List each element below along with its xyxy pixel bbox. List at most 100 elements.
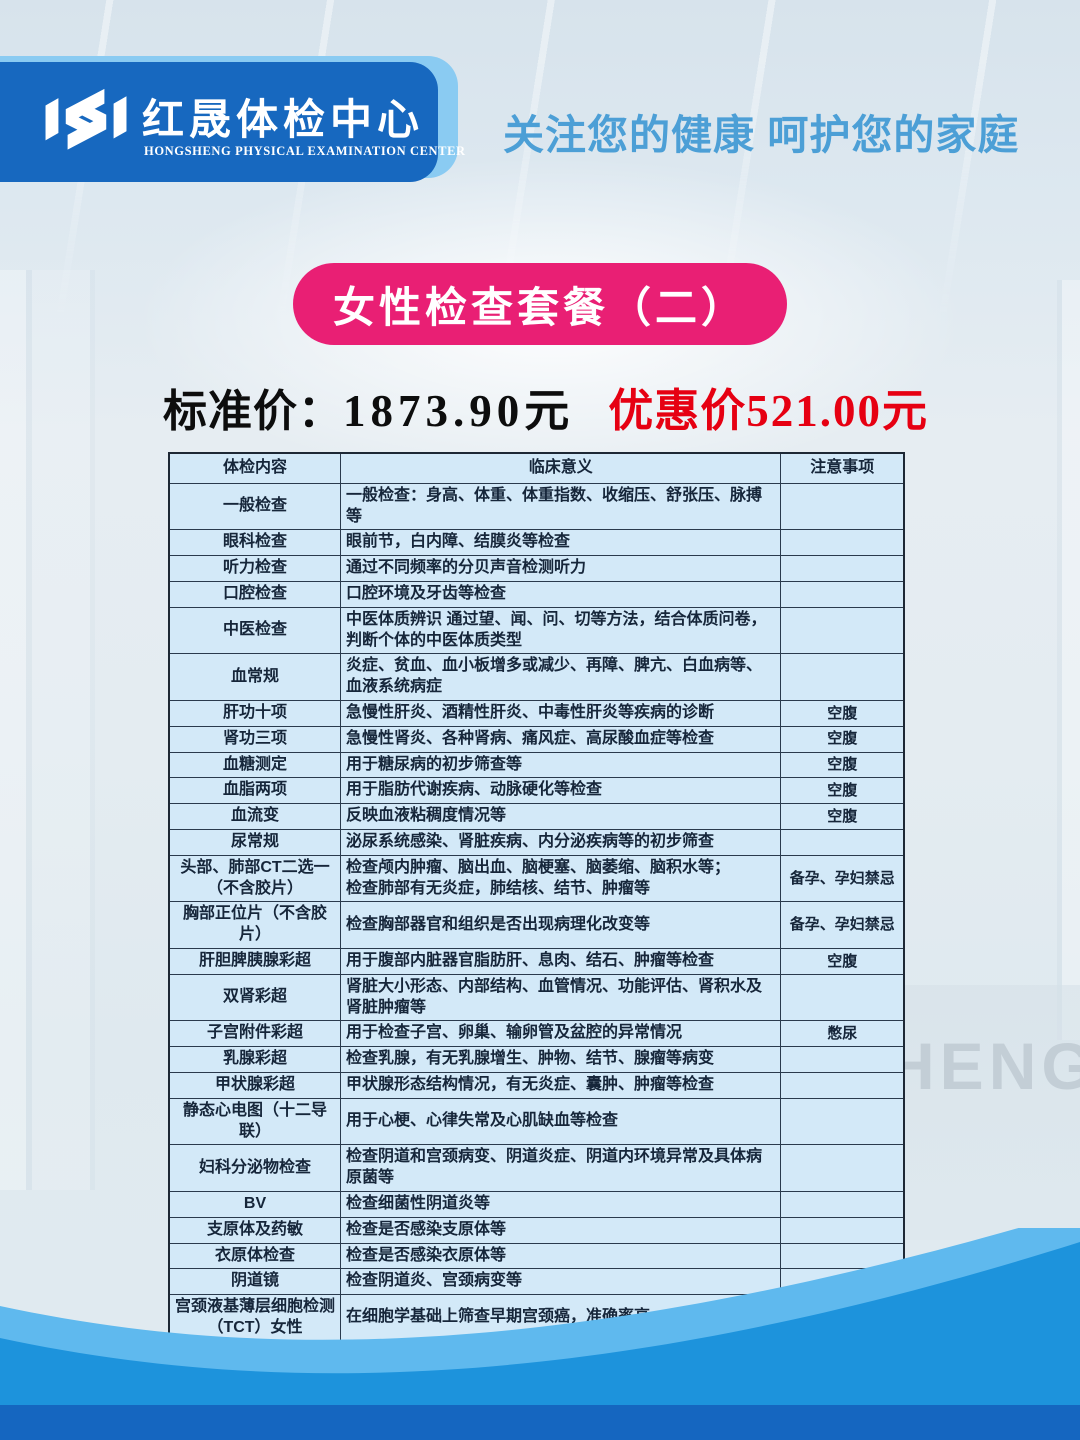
- table-row: 妇科分泌物检查 检查阴道和宫颈病变、阴道炎症、阴道内环境异常及具体病原菌等: [168, 1144, 905, 1192]
- table-row: 双肾彩超 肾脏大小形态、内部结构、血管情况、功能评估、肾积水及肾脏肿瘤等: [168, 973, 905, 1022]
- exam-item-cell: 胸部正位片（不含胶片）: [168, 901, 342, 949]
- meaning-cell: 通过不同频率的分贝声音检测听力: [340, 555, 782, 582]
- meaning-cell: 用于检查子宫、卵巢、输卵管及盆腔的异常情况: [340, 1020, 782, 1048]
- exam-item-cell: 支原体及药敏: [168, 1216, 342, 1244]
- meaning-cell: 急慢性肝炎、酒精性肝炎、中毒性肝炎等疾病的诊断: [340, 699, 782, 727]
- exam-table: 体检内容 临床意义 注意事项 一般检查 一般检查：身高、体重、体重指数、收缩压、…: [168, 452, 905, 1440]
- exam-item-cell: 肾功三项: [168, 725, 342, 753]
- note-cell: 空腹: [780, 751, 905, 779]
- note-cell: 空腹: [780, 947, 905, 975]
- exam-item-cell: 子宫附件彩超: [168, 1020, 342, 1048]
- package-title-banner: 女性检查套餐（二）: [293, 263, 787, 345]
- meaning-cell: 甲状腺形态结构情况，有无炎症、囊肿、肿瘤等检查: [340, 1071, 782, 1099]
- hexagon-s-logo-icon: [45, 88, 127, 150]
- table-row: 胸部正位片（不含胶片） 检查胸部器官和组织是否出现病理化改变等 备孕、孕妇禁忌: [168, 901, 905, 949]
- note-cell: [780, 1190, 905, 1218]
- exam-item-cell: 一般检查: [168, 482, 342, 531]
- table-row: 子宫附件彩超 用于检查子宫、卵巢、输卵管及盆腔的异常情况 憋尿: [168, 1020, 905, 1048]
- note-cell: 备孕、孕妇禁忌: [780, 854, 905, 903]
- table-row: 阴道镜 检查阴道炎、宫颈病变等: [168, 1268, 905, 1296]
- meaning-cell: 检查是否感染支原体等: [340, 1216, 782, 1244]
- table-row: 尿常规 泌尿系统感染、肾脏疾病、内分泌疾病等的初步筛查: [168, 828, 905, 856]
- slogan-text: 关注您的健康 呵护您的家庭: [503, 112, 1020, 158]
- meaning-cell: 检查阴道和宫颈病变、阴道炎症、阴道内环境异常及具体病原菌等: [340, 1144, 782, 1192]
- meaning-cell: 中医体质辨识 通过望、闻、问、切等方法，结合体质问卷，判断个体的中医体质类型: [340, 606, 782, 655]
- table-row: 中医检查 中医体质辨识 通过望、闻、问、切等方法，结合体质问卷，判断个体的中医体…: [168, 606, 905, 655]
- meaning-cell: 急慢性肾炎、各种肾病、痛风症、高尿酸血症等检查: [340, 725, 782, 753]
- table-row: BV 检查细菌性阴道炎等: [168, 1190, 905, 1218]
- meaning-cell: 一般检查：身高、体重、体重指数、收缩压、舒张压、脉搏等: [340, 482, 782, 531]
- bottom-wave-graphic: [0, 1228, 1080, 1440]
- note-cell: [780, 1071, 905, 1099]
- note-cell: [780, 606, 905, 655]
- meaning-cell: 检查颅内肿瘤、脑出血、脑梗塞、脑萎缩、脑积水等； 检查肺部有无炎症，肺结核、结节…: [340, 854, 782, 903]
- table-row: 静态心电图（十二导联） 用于心梗、心律失常及心肌缺血等检查: [168, 1097, 905, 1146]
- exam-item-cell: 听力检查: [168, 555, 342, 582]
- table-row: 血糖测定 用于糖尿病的初步筛查等 空腹: [168, 751, 905, 779]
- meaning-cell: 炎症、贫血、血小板增多或减少、再障、脾亢、白血病等、血液系统病症: [340, 653, 782, 701]
- exam-item-cell: 血糖测定: [168, 751, 342, 779]
- exam-item-cell: 双肾彩超: [168, 973, 342, 1022]
- exam-item-cell: 静态心电图（十二导联）: [168, 1097, 342, 1146]
- table-row: 口腔检查 口腔环境及牙齿等检查: [168, 580, 905, 608]
- table-row: 一般检查 一般检查：身高、体重、体重指数、收缩压、舒张压、脉搏等: [168, 482, 905, 531]
- note-cell: [780, 1046, 905, 1073]
- col-header-item: 体检内容: [168, 452, 342, 484]
- exam-item-cell: 肝胆脾胰腺彩超: [168, 947, 342, 975]
- note-cell: 憋尿: [780, 1020, 905, 1048]
- note-cell: 空腹: [780, 803, 905, 830]
- table-row: 肾功三项 急慢性肾炎、各种肾病、痛风症、高尿酸血症等检查 空腹: [168, 725, 905, 753]
- note-cell: [780, 828, 905, 856]
- table-row: 甲状腺彩超 甲状腺形态结构情况，有无炎症、囊肿、肿瘤等检查: [168, 1071, 905, 1099]
- table-row: 肝胆脾胰腺彩超 用于腹部内脏器官脂肪肝、息肉、结石、肿瘤等检查 空腹: [168, 947, 905, 975]
- table-row: 肝功十项 急慢性肝炎、酒精性肝炎、中毒性肝炎等疾病的诊断 空腹: [168, 699, 905, 727]
- exam-item-cell: 阴道镜: [168, 1268, 342, 1296]
- note-cell: 空腹: [780, 777, 905, 805]
- exam-item-cell: 妇科分泌物检查: [168, 1144, 342, 1192]
- exam-item-cell: 甲状腺彩超: [168, 1071, 342, 1099]
- brand-name-cn: 红晟体检中心: [142, 98, 425, 144]
- standard-price-value: 1873.90元: [343, 386, 575, 436]
- table-row: 头部、肺部CT二选一 （不含胶片） 检查颅内肿瘤、脑出血、脑梗塞、脑萎缩、脑积水…: [168, 854, 905, 903]
- table-row: 眼科检查 眼前节，白内障、结膜炎等检查: [168, 529, 905, 557]
- brand-name-en: HONGSHENG PHYSICAL EXAMINATION CENTER: [144, 144, 466, 158]
- meaning-cell: 检查乳腺，有无乳腺增生、肿物、结节、腺瘤等病变: [340, 1046, 782, 1073]
- exam-item-cell: 尿常规: [168, 828, 342, 856]
- table-row: 血流变 反映血液粘稠度情况等 空腹: [168, 803, 905, 830]
- table-row: 血常规 炎症、贫血、血小板增多或减少、再障、脾亢、白血病等、血液系统病症: [168, 653, 905, 701]
- note-cell: [780, 1216, 905, 1244]
- meaning-cell: 检查阴道炎、宫颈病变等: [340, 1268, 782, 1296]
- exam-item-cell: 血脂两项: [168, 777, 342, 805]
- note-cell: [780, 482, 905, 531]
- price-line: 标准价： 1873.90元 优惠价 521.00元: [163, 374, 929, 439]
- table-row: 支原体及药敏 检查是否感染支原体等: [168, 1216, 905, 1244]
- meaning-cell: 反映血液粘稠度情况等: [340, 803, 782, 830]
- meaning-cell: 肾脏大小形态、内部结构、血管情况、功能评估、肾积水及肾脏肿瘤等: [340, 973, 782, 1022]
- exam-item-cell: 中医检查: [168, 606, 342, 655]
- table-row: 听力检查 通过不同频率的分贝声音检测听力: [168, 555, 905, 582]
- meaning-cell: 用于脂肪代谢疾病、动脉硬化等检查: [340, 777, 782, 805]
- exam-item-cell: BV: [168, 1190, 342, 1218]
- meaning-cell: 检查是否感染衣原体等: [340, 1242, 782, 1270]
- exam-item-cell: 血常规: [168, 653, 342, 701]
- note-cell: [780, 1097, 905, 1146]
- table-row: 乳腺彩超 检查乳腺，有无乳腺增生、肿物、结节、腺瘤等病变: [168, 1046, 905, 1073]
- exam-item-cell: 眼科检查: [168, 529, 342, 557]
- note-cell: [780, 580, 905, 608]
- note-cell: 空腹: [780, 699, 905, 727]
- table-row: 血脂两项 用于脂肪代谢疾病、动脉硬化等检查 空腹: [168, 777, 905, 805]
- right-window-frame: [1020, 280, 1080, 1040]
- note-cell: [780, 529, 905, 557]
- standard-price-label: 标准价：: [163, 387, 343, 436]
- note-cell: [780, 555, 905, 582]
- header-ribbon: 红晟体检中心 HONGSHENG PHYSICAL EXAMINATION CE…: [0, 62, 465, 182]
- exam-item-cell: 肝功十项: [168, 699, 342, 727]
- exam-item-cell: 衣原体检查: [168, 1242, 342, 1270]
- note-cell: [780, 973, 905, 1022]
- meaning-cell: 用于腹部内脏器官脂肪肝、息肉、结石、肿瘤等检查: [340, 947, 782, 975]
- exam-item-cell: 宫颈液基薄层细胞检测 （TCT）女性: [168, 1294, 342, 1342]
- meaning-cell: 口腔环境及牙齿等检查: [340, 580, 782, 608]
- table-header-row: 体检内容 临床意义 注意事项: [168, 452, 905, 484]
- package-title: 女性检查套餐（二）: [332, 285, 747, 332]
